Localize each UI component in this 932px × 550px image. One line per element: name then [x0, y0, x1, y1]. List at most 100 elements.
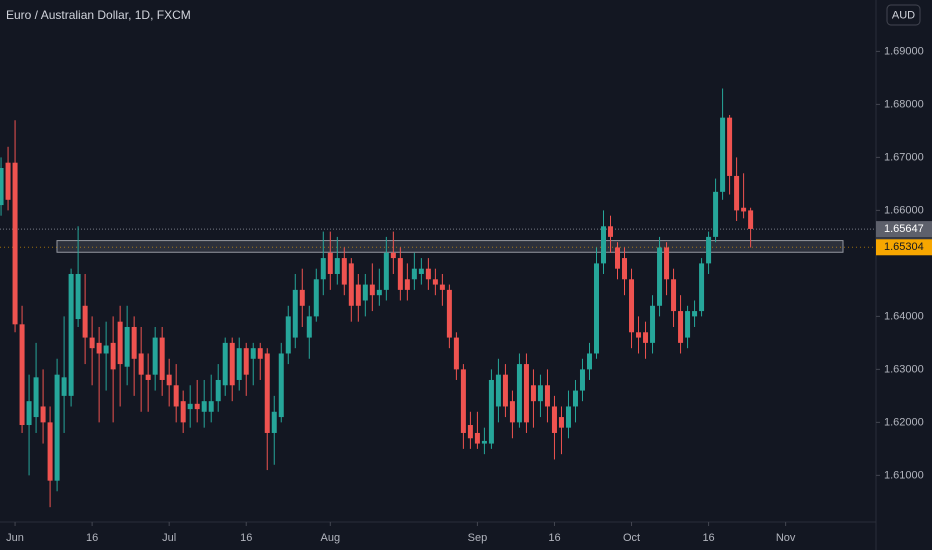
price-line-box	[876, 239, 932, 256]
candle-body	[488, 379, 494, 444]
candle-body	[33, 377, 39, 418]
candle-body	[75, 273, 81, 320]
candle-body	[551, 406, 557, 433]
candle-body	[110, 342, 116, 370]
candle-body	[629, 279, 635, 333]
candle-body	[650, 305, 656, 343]
x-tick-label: 16	[702, 532, 714, 544]
candle-body	[19, 324, 25, 426]
candle-body	[369, 284, 375, 296]
candle-body	[292, 289, 298, 338]
candle-body	[250, 348, 256, 359]
candle-body	[622, 258, 628, 280]
y-tick-label: 1.63000	[884, 363, 924, 375]
candle-body	[530, 385, 536, 402]
candle-body	[117, 321, 123, 365]
candle-body	[103, 345, 109, 354]
candle-body	[432, 279, 438, 285]
candle-body	[439, 284, 445, 290]
x-tick-label: Jul	[162, 532, 176, 544]
candle-body	[657, 247, 663, 306]
candle-body	[26, 401, 32, 426]
candle-body	[327, 252, 333, 274]
candle-body	[236, 348, 242, 380]
candle-body	[565, 406, 571, 428]
x-tick-label: 16	[240, 532, 252, 544]
x-tick-label: Oct	[623, 532, 640, 544]
currency-label[interactable]: AUD	[892, 9, 915, 21]
candle-body	[229, 342, 235, 386]
price-line-label: 1.65304	[884, 241, 924, 253]
candle-body	[509, 401, 515, 423]
x-tick-label: Sep	[468, 532, 488, 544]
candle-body	[404, 279, 410, 290]
last-price-label: 1.65647	[884, 223, 924, 235]
candle-body	[131, 326, 137, 359]
candle-body	[145, 374, 151, 380]
candle-body	[152, 337, 158, 375]
candle-body	[727, 117, 733, 176]
candle-body	[495, 374, 501, 407]
y-tick-label: 1.61000	[884, 469, 924, 481]
y-tick-label: 1.64000	[884, 310, 924, 322]
candle-body	[215, 379, 221, 402]
candle-body	[467, 425, 473, 439]
candle-body	[257, 348, 263, 359]
candle-body	[411, 268, 417, 280]
candle-body	[685, 311, 691, 338]
candle-body	[89, 337, 95, 349]
candle-body	[187, 403, 193, 410]
candle-body	[264, 353, 270, 433]
candle-body	[579, 369, 585, 391]
y-tick-label: 1.67000	[884, 151, 924, 163]
candle-body	[222, 342, 228, 386]
candle-body	[0, 167, 4, 206]
candle-body	[271, 411, 277, 433]
candle-body	[558, 417, 564, 428]
candle-body	[278, 353, 284, 418]
candle-body	[362, 284, 368, 301]
candle-body	[180, 401, 186, 423]
candle-body	[348, 263, 354, 306]
candle-body	[446, 289, 452, 338]
candle-body	[54, 374, 60, 481]
candle-body	[194, 403, 200, 410]
candle-body	[166, 374, 172, 386]
candle-body	[5, 162, 11, 200]
candle-body	[159, 337, 165, 380]
y-tick-label: 1.62000	[884, 416, 924, 428]
candle-body	[96, 342, 102, 354]
currency-button[interactable]	[886, 4, 921, 26]
candle-body	[699, 263, 705, 312]
candle-body	[61, 377, 67, 396]
candle-body	[418, 268, 424, 274]
candle-body	[692, 311, 698, 317]
candle-body	[173, 385, 179, 407]
candle-body	[741, 207, 747, 212]
candle-body	[341, 258, 347, 285]
support-zone	[56, 240, 844, 253]
candle-body	[516, 364, 522, 423]
candle-body	[285, 316, 291, 354]
y-tick-label: 1.69000	[884, 45, 924, 57]
candle-body	[586, 353, 592, 370]
candle-body	[453, 337, 459, 370]
candle-body	[243, 348, 249, 375]
candle-body	[600, 226, 606, 264]
candle-body	[720, 117, 726, 192]
x-tick-label: 16	[86, 532, 98, 544]
candle-body	[355, 284, 361, 306]
candle-body	[678, 311, 684, 343]
candle-body	[299, 289, 305, 306]
x-tick-label: Jun	[6, 532, 24, 544]
candle-body	[201, 401, 207, 412]
x-tick-label: 16	[548, 532, 560, 544]
candle-body	[664, 247, 670, 280]
candle-body	[376, 289, 382, 296]
candle-body	[615, 247, 621, 269]
candle-body	[425, 268, 431, 280]
candle-body	[572, 390, 578, 407]
y-tick-label: 1.68000	[884, 98, 924, 110]
